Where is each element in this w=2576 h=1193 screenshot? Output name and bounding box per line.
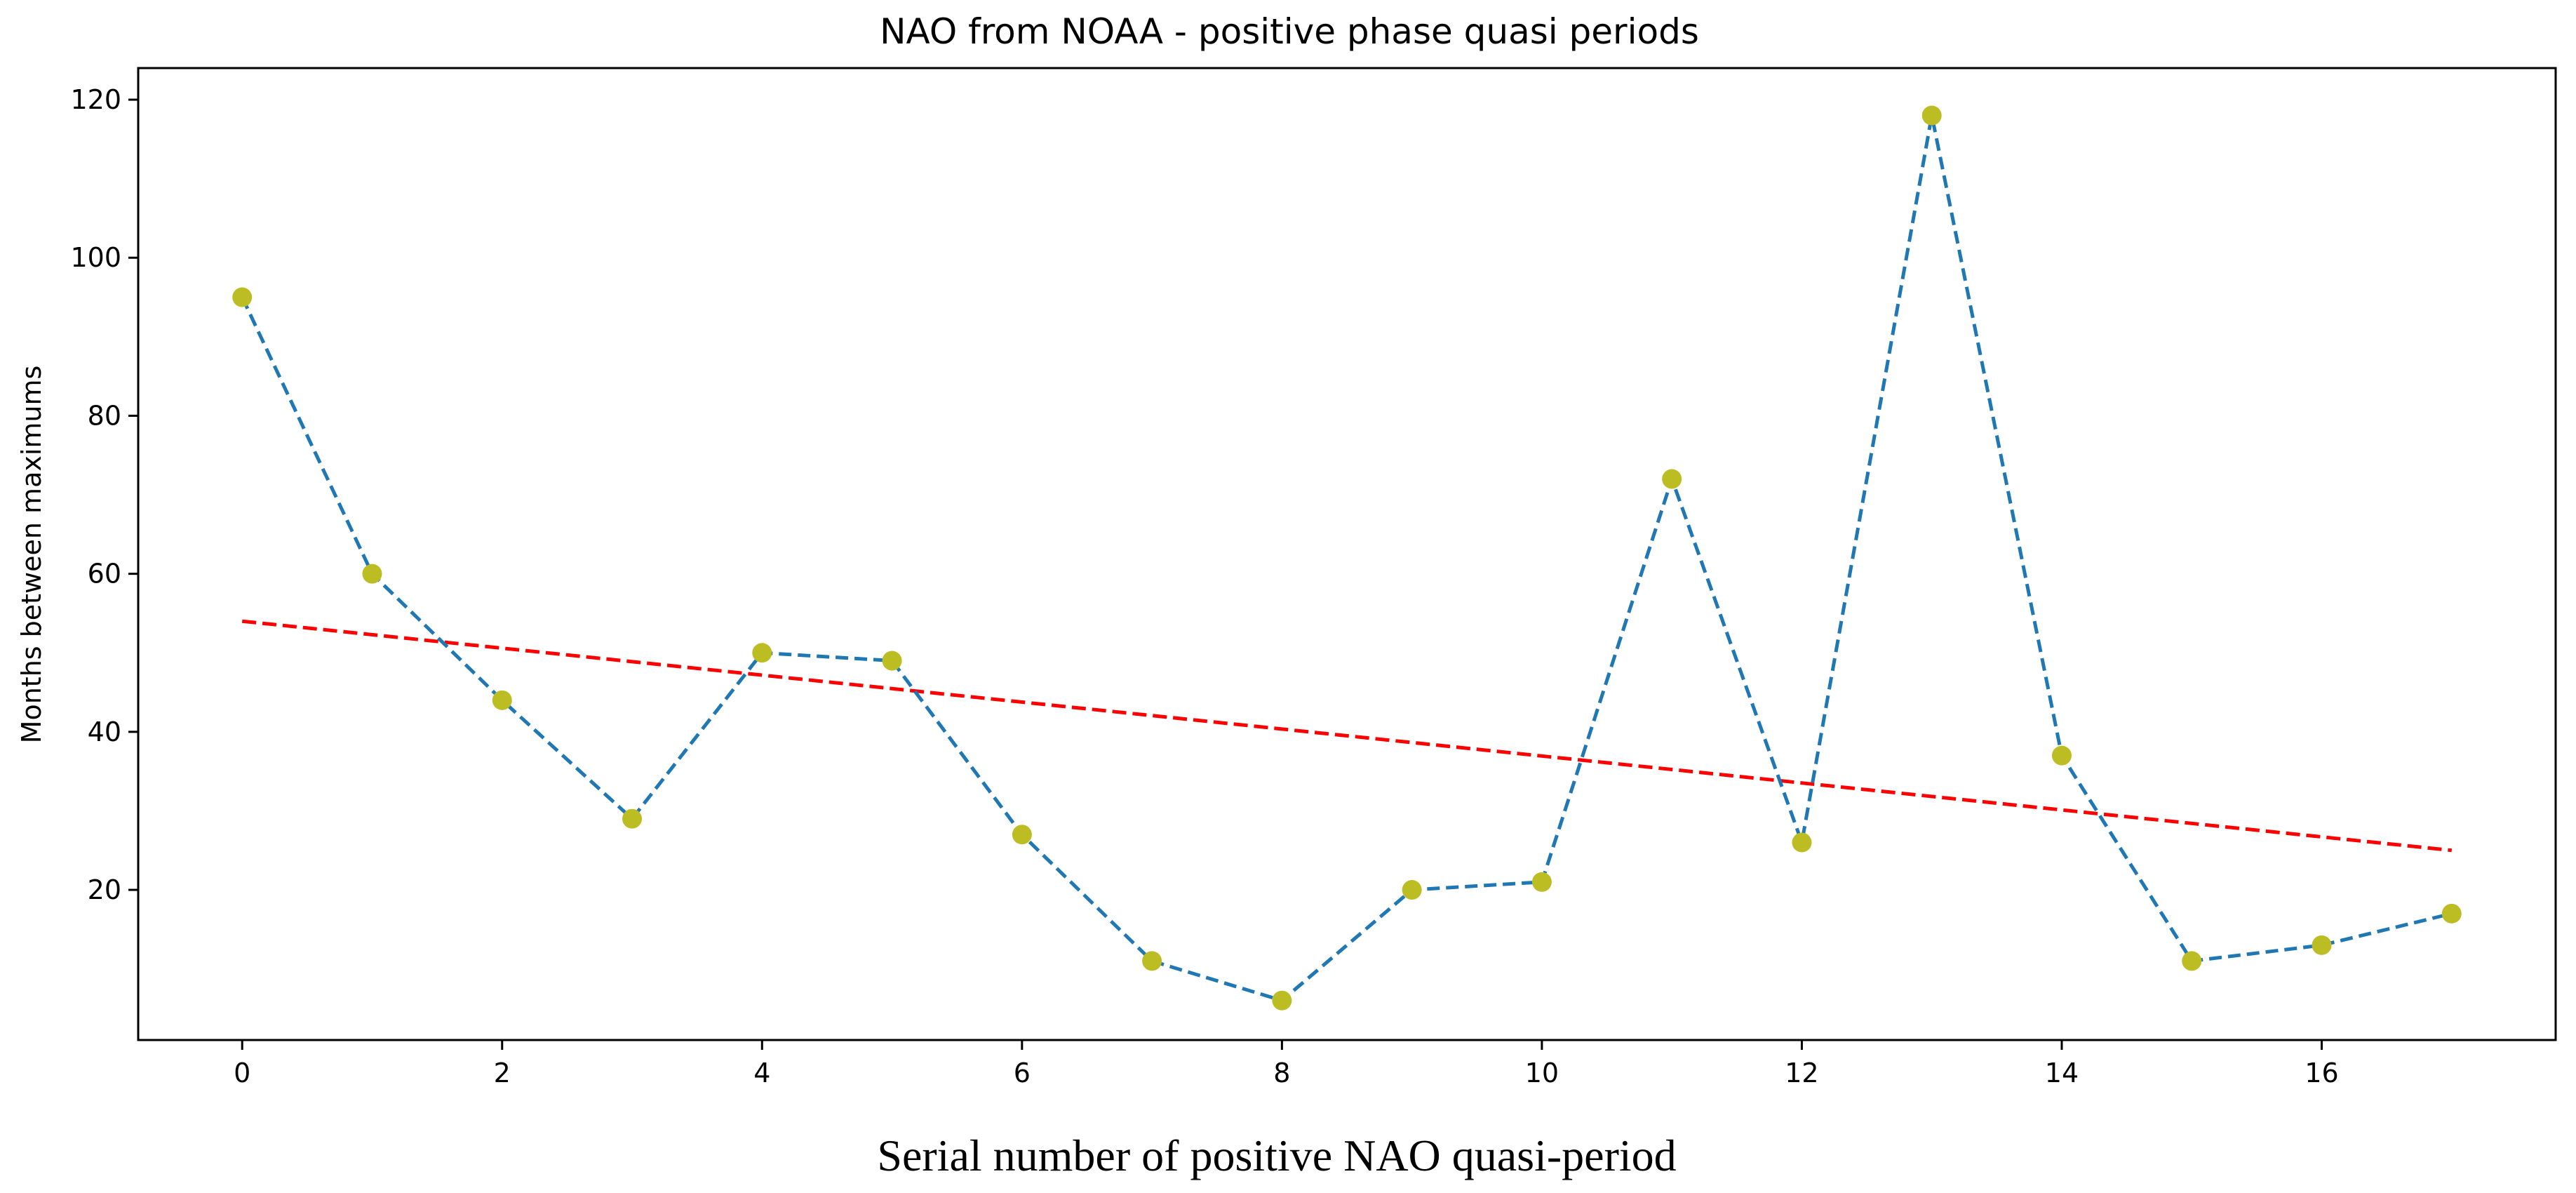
y-axis-label: Months between maximums [16, 366, 47, 744]
y-tick-label-20: 20 [88, 874, 121, 905]
data-point-11 [1662, 469, 1682, 489]
x-tick-label-2: 2 [494, 1058, 511, 1088]
x-tick-label-14: 14 [2045, 1058, 2079, 1088]
x-tick-label-16: 16 [2305, 1058, 2338, 1088]
series-line-layer [240, 115, 2453, 1003]
data-point-12 [1792, 832, 1812, 853]
y-tick-label-100: 100 [70, 242, 121, 273]
chart-title: NAO from NOAA - positive phase quasi per… [880, 11, 1699, 52]
x-tick-label-10: 10 [1525, 1058, 1559, 1088]
data-point-9 [1402, 880, 1422, 900]
data-point-13 [1921, 105, 1942, 126]
x-tick-label-6: 6 [1014, 1058, 1031, 1088]
x-tick-label-4: 4 [753, 1058, 770, 1088]
data-point-8 [1272, 990, 1292, 1011]
data-point-17 [2441, 903, 2462, 924]
data-point-4 [752, 643, 772, 663]
data-point-5 [882, 651, 902, 671]
x-tick-label-8: 8 [1273, 1058, 1290, 1088]
x-tick-label-12: 12 [1785, 1058, 1818, 1088]
data-point-10 [1531, 872, 1552, 892]
y-axis-ticks: 20 40 60 80 100 120 [70, 84, 138, 905]
data-point-2 [492, 690, 512, 710]
y-tick-label-60: 60 [88, 559, 121, 589]
data-point-0 [232, 287, 253, 307]
y-tick-label-40: 40 [88, 717, 121, 747]
x-axis-label: Serial number of positive NAO quasi-peri… [877, 1131, 1676, 1180]
y-tick-label-120: 120 [70, 84, 121, 115]
trend-line [241, 619, 2453, 853]
series-line-quasi-periods [240, 115, 2453, 1003]
data-point-1 [362, 564, 382, 584]
data-point-15 [2182, 951, 2202, 971]
x-axis-ticks: 0 2 4 6 8 10 12 14 16 [234, 1040, 2339, 1088]
data-point-7 [1142, 951, 1162, 971]
data-point-14 [2051, 745, 2072, 766]
y-tick-label-80: 80 [88, 400, 121, 431]
plot-area-frame [137, 67, 2557, 1041]
data-point-6 [1012, 825, 1032, 845]
trend-line-layer [241, 619, 2453, 853]
data-point-3 [622, 808, 643, 829]
data-point-16 [2312, 935, 2332, 955]
x-tick-label-0: 0 [234, 1058, 250, 1088]
data-point-layer [232, 105, 2462, 1011]
